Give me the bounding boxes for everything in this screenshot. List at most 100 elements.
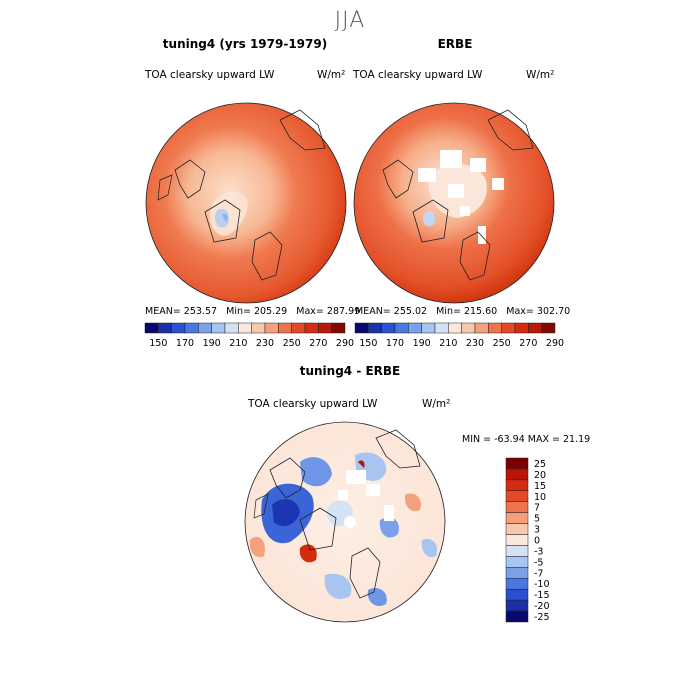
diff-colorbar — [505, 457, 529, 623]
panel1-variable: TOA clearsky upward LW — [145, 69, 275, 81]
diff-colorbar-tick-label: -10 — [534, 579, 550, 590]
diff-colorbar-swatch — [505, 490, 529, 502]
diff-min-label: MIN = — [462, 434, 492, 445]
top-colorbar-swatch — [434, 322, 449, 334]
top-colorbar-tick-label: 270 — [309, 338, 327, 349]
diff-colorbar-swatch — [505, 578, 529, 590]
top-colorbar-tick-label: 270 — [519, 338, 537, 349]
top-colorbar-swatch — [171, 322, 186, 334]
top-colorbar-tick-label: 150 — [149, 338, 167, 349]
diff-colorbar-tick-label: -15 — [534, 590, 550, 601]
diff-colorbar-tick-label: 7 — [534, 503, 540, 514]
diff-colorbar-swatch — [505, 534, 529, 546]
panel2-min-label: Min= — [430, 306, 464, 317]
diff-colorbar-tick-label: -25 — [534, 612, 550, 623]
top-colorbar-swatch — [488, 322, 502, 334]
top-colorbar-swatch — [158, 322, 172, 334]
top-colorbar-swatch — [278, 322, 292, 334]
diff-map — [244, 421, 446, 623]
diff-minmax: MIN = -63.94 MAX = 21.19 — [462, 434, 590, 445]
top-colorbar-swatch — [541, 322, 556, 334]
top-colorbar-swatch — [354, 322, 369, 334]
panel1-min-label: Min= — [220, 306, 254, 317]
diff-colorbar-tick-label: 10 — [534, 492, 546, 503]
top-colorbar-swatch — [421, 322, 436, 334]
diff-colorbar-swatch — [505, 523, 529, 535]
diff-variable: TOA clearsky upward LW — [248, 398, 378, 410]
diff-colorbar-tick-label: 0 — [534, 536, 540, 547]
diff-max-label: MAX = — [527, 434, 560, 445]
diff-colorbar-tick-label: 15 — [534, 481, 546, 492]
top-colorbar-tick-label: 190 — [413, 338, 431, 349]
top-colorbar-swatch — [514, 322, 529, 334]
top-colorbar-swatch — [291, 322, 306, 334]
top-colorbar-swatch — [224, 322, 239, 334]
top-colorbar-swatch — [408, 322, 422, 334]
diff-max: 21.19 — [563, 434, 591, 445]
top-colorbar-tick-label: 290 — [546, 338, 564, 349]
panel1-max: 287.99 — [326, 306, 361, 317]
panel2-title: ERBE — [437, 37, 473, 51]
top-colorbar-swatch — [238, 322, 252, 334]
panel2-mean-label: MEAN= — [355, 306, 394, 317]
diff-colorbar-swatch — [505, 588, 529, 601]
diff-colorbar-tick-label: -7 — [534, 568, 543, 579]
top-colorbar-tick-label: 250 — [283, 338, 301, 349]
diff-colorbar-swatch — [505, 468, 529, 481]
top-colorbar-swatch — [448, 322, 462, 334]
panel1-stats: MEAN= 253.57 Min= 205.29 Max= 287.99 — [145, 306, 360, 317]
diff-colorbar-tick-label: -5 — [534, 557, 543, 568]
top-colorbar-tick-label: 230 — [466, 338, 484, 349]
top-colorbar-swatch — [394, 322, 409, 334]
panel1-min: 205.29 — [253, 306, 288, 317]
panel2-max: 302.70 — [536, 306, 571, 317]
top-colorbar-tick-label: 210 — [439, 338, 457, 349]
top-colorbar-swatch — [144, 322, 159, 334]
diff-colorbar-tick-label: 5 — [534, 514, 540, 525]
top-colorbar-tick-label: 230 — [256, 338, 274, 349]
top-colorbar-tick-label: 170 — [386, 338, 404, 349]
top-colorbar-swatch — [331, 322, 346, 334]
diff-colorbar-swatch — [505, 512, 529, 524]
panel1-unit: W/m² — [317, 69, 346, 81]
panel2-min: 215.60 — [463, 306, 498, 317]
top-colorbar-swatch — [198, 322, 212, 334]
diff-unit: W/m² — [422, 398, 451, 410]
panel2-unit: W/m² — [526, 69, 555, 81]
panel2-stats: MEAN= 255.02 Min= 215.60 Max= 302.70 — [355, 306, 570, 317]
top-colorbar-swatch — [381, 322, 396, 334]
diff-colorbar-tick-label: 3 — [534, 525, 540, 536]
season-title: JJA — [334, 8, 366, 33]
panel1-title: tuning4 (yrs 1979-1979) — [162, 37, 328, 51]
panel1-mean: 253.57 — [183, 306, 218, 317]
diff-title: tuning4 - ERBE — [299, 364, 401, 378]
panel2-variable: TOA clearsky upward LW — [353, 69, 483, 81]
top-colorbar-tick-label: 150 — [359, 338, 377, 349]
top-colorbar-tick-label: 210 — [229, 338, 247, 349]
top-colorbar-tick-label: 290 — [336, 338, 354, 349]
diff-colorbar-tick-label: 20 — [534, 470, 546, 481]
diff-min: -63.94 — [494, 434, 525, 445]
top-colorbar-swatch — [184, 322, 199, 334]
diff-colorbar-swatch — [505, 479, 529, 492]
top-colorbar-tick-label: 250 — [493, 338, 511, 349]
diff-colorbar-swatch — [505, 457, 529, 470]
top-colorbar — [144, 322, 556, 334]
top-colorbar-swatch — [461, 322, 476, 334]
panel2-mean: 255.02 — [393, 306, 428, 317]
diff-colorbar-swatch — [505, 610, 529, 623]
top-colorbar-swatch — [368, 322, 382, 334]
top-colorbar-swatch — [474, 322, 489, 334]
diff-colorbar-tick-label: 25 — [534, 459, 546, 470]
panel1-mean-label: MEAN= — [145, 306, 184, 317]
top-colorbar-labels: 150 170 190 210 230 250 270 290 150 170 190 210 230 2… — [149, 338, 564, 349]
diff-colorbar-swatch — [505, 556, 529, 568]
top-colorbar-swatch — [304, 322, 319, 334]
panel1-max-label: Max= — [290, 306, 327, 317]
top-colorbar-swatch — [501, 322, 516, 334]
top-colorbar-swatch — [528, 322, 542, 334]
panel2-map — [353, 102, 555, 304]
diff-colorbar-swatch — [505, 501, 529, 513]
